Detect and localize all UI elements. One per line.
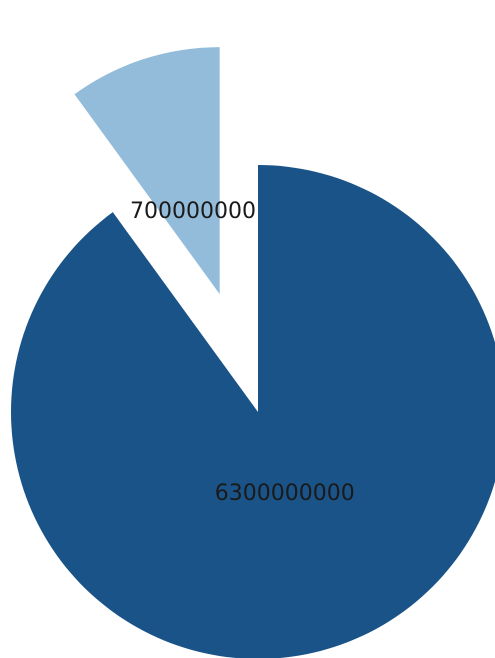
pie-slices [11, 47, 495, 658]
pie-slice-label-1: 6300000000 [215, 481, 355, 506]
pie-slice-label-2: 700000000 [130, 199, 256, 224]
pie-slice-1 [11, 165, 495, 658]
pie-labels: 6300000000 700000000 [130, 199, 355, 506]
pie-slice-2 [74, 47, 220, 295]
